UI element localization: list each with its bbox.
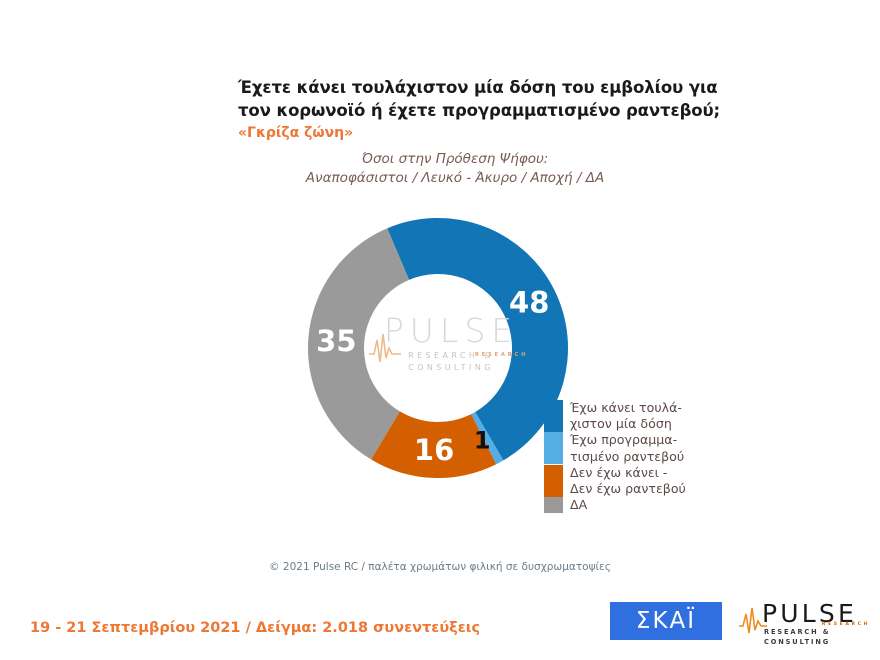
- legend-item[interactable]: Έχω κάνει τουλά- χιστον μία δόση: [544, 400, 724, 432]
- legend-item[interactable]: ΔΑ: [544, 497, 724, 513]
- subtitle-block: Όσοι στην Πρόθεση Ψήφου: Αναποφάσιστοι /…: [250, 150, 660, 188]
- page-title-line-2: τον κορωνοϊό ή έχετε προγραμματισμένο ρα…: [238, 101, 721, 120]
- legend-item[interactable]: Δεν έχω κάνει - Δεν έχω ραντεβού: [544, 464, 724, 497]
- pulse-logo-text: PULSE: [762, 599, 857, 628]
- pulse-logo-tiny: R E S E A R C H: [821, 622, 868, 627]
- legend-label: ΔΑ: [570, 497, 588, 513]
- copyright-note: © 2021 Pulse RC / παλέτα χρωμάτων φιλική…: [269, 561, 611, 573]
- subtitle-line-1: Όσοι στην Πρόθεση Ψήφου:: [361, 151, 549, 167]
- footer-date-sample: 19 - 21 Σεπτεμβρίου 2021 / Δείγμα: 2.018…: [30, 620, 481, 636]
- donut-slice-value: 1: [474, 427, 491, 455]
- donut-slice: [387, 218, 568, 461]
- chart-legend: Έχω κάνει τουλά- χιστον μία δόση Έχω προγ…: [544, 400, 724, 513]
- donut-chart-svg: 48 1 16 35: [308, 218, 568, 478]
- legend-swatch: [544, 432, 563, 465]
- legend-swatch: [544, 400, 563, 432]
- donut-slice-value: 16: [414, 433, 454, 467]
- legend-label: Δεν έχω κάνει - Δεν έχω ραντεβού: [570, 464, 686, 497]
- donut-slice-value: 35: [316, 324, 356, 358]
- legend-swatch: [544, 464, 563, 497]
- donut-slice: [371, 411, 497, 478]
- skai-logo-text: ΣΚΑΪ: [635, 607, 697, 634]
- donut-slices: [308, 218, 568, 478]
- pulse-logo: PULSE RESEARCH & CONSULTING R E S E A R …: [739, 599, 868, 646]
- donut-slice: [308, 228, 410, 460]
- donut-value-labels: 48 1 16 35: [316, 285, 549, 467]
- page-title-line-1: Έχετε κάνει τουλάχιστον μία δόση του εμβ…: [238, 78, 718, 97]
- legend-label: Έχω προγραμμα- τισμένο ραντεβού: [570, 432, 685, 464]
- donut-slice: [471, 411, 504, 465]
- title-block: Έχετε κάνει τουλάχιστον μία δόση του εμβ…: [238, 76, 721, 144]
- legend-item[interactable]: Έχω προγραμμα- τισμένο ραντεβού: [544, 432, 724, 465]
- page-title-accent: «Γκρίζα ζώνη»: [238, 125, 354, 141]
- legend-label: Έχω κάνει τουλά- χιστον μία δόση: [570, 400, 682, 432]
- donut-slice-value: 48: [509, 285, 549, 319]
- footer-logos: ΣΚΑΪ PULSE RESEARCH & CONSULTING R E S E…: [610, 599, 868, 646]
- pulse-wave-icon-footer: [739, 607, 767, 634]
- legend-swatch: [544, 497, 563, 513]
- donut-chart: 48 1 16 35: [308, 218, 568, 478]
- pulse-logo-subtext: RESEARCH & CONSULTING: [764, 628, 831, 646]
- subtitle-line-2: Αναποφάσιστοι / Λευκό - Άκυρο / Αποχή / …: [305, 170, 605, 186]
- skai-logo: ΣΚΑΪ: [610, 602, 722, 640]
